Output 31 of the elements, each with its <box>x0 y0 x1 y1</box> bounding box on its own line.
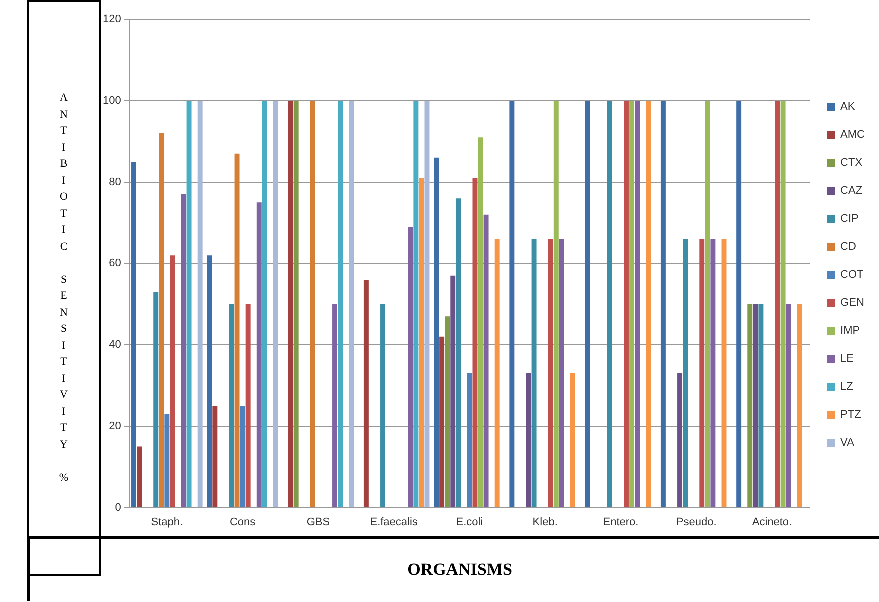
legend-label: AK <box>840 101 856 114</box>
y-tick-label: 40 <box>109 339 122 352</box>
legend-label: LZ <box>840 381 854 394</box>
legend-label: COT <box>840 269 864 282</box>
legend-label: PTZ <box>840 409 862 422</box>
x-tick-label: E.faecalis <box>370 516 418 528</box>
legend-label: CAZ <box>840 185 863 198</box>
x-tick-label: GBS <box>306 516 330 528</box>
y-tick-label: 120 <box>102 14 122 26</box>
x-tick-label: Cons <box>230 516 256 528</box>
x-tick-label: Staph. <box>151 516 184 528</box>
text: ANTIBIOTIC SENSITIVITY % <box>59 92 69 484</box>
y-tick-label: 0 <box>115 502 122 514</box>
y-tick-label: 80 <box>109 176 122 188</box>
x-axis-title: ORGANISMS <box>27 536 879 601</box>
y-tick-label: 100 <box>102 95 122 107</box>
y-tick-label: 20 <box>109 420 122 432</box>
legend-label: CIP <box>840 213 859 226</box>
legend-label: CTX <box>840 157 864 170</box>
legend-label: VA <box>840 437 856 450</box>
legend-label: LE <box>840 353 854 366</box>
x-tick-label: Entero. <box>603 516 639 528</box>
legend-label: GEN <box>840 297 864 310</box>
y-tick-label: 60 <box>109 258 122 270</box>
x-tick-label: Pseudo. <box>676 516 717 528</box>
x-tick-label: E.coli <box>456 516 484 528</box>
legend-label: IMP <box>840 325 860 338</box>
legend-label: AMC <box>840 129 866 142</box>
x-tick-label: Acineto. <box>752 516 792 528</box>
x-tick-label: Kleb. <box>532 516 558 528</box>
legend-label: CD <box>840 241 856 254</box>
